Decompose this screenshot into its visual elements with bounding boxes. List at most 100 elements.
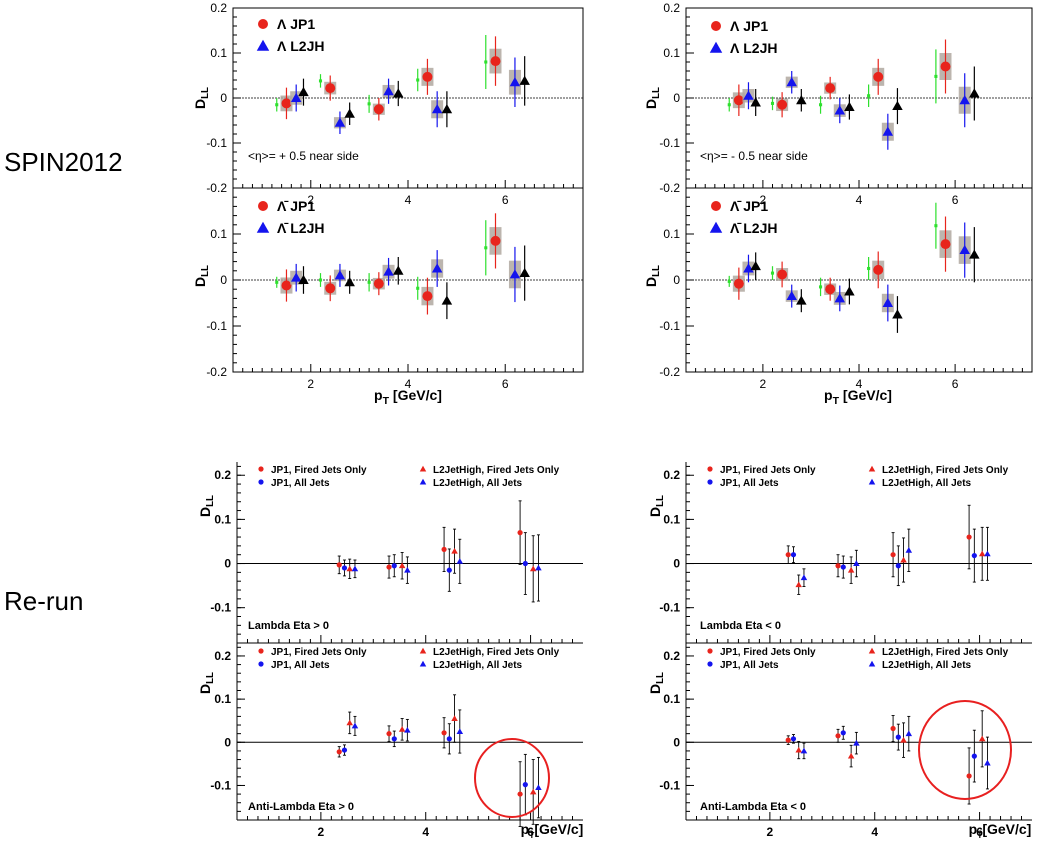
x-tick-label: 2 (307, 377, 314, 391)
series-0 (785, 715, 972, 805)
data-point (750, 260, 761, 271)
data-point (404, 726, 411, 733)
y-tick-label: -0.2 (206, 181, 227, 195)
data-point (451, 547, 458, 554)
panel-annotation: <η>= - 0.5 near side (700, 149, 808, 163)
data-point (984, 550, 991, 557)
data-point (770, 101, 775, 105)
y-tick-label: 0 (673, 273, 680, 287)
data-point (882, 297, 894, 307)
plot-panel-s2 (232, 187, 584, 373)
data-point (847, 566, 855, 573)
data-point (867, 266, 871, 271)
data-point (484, 60, 488, 64)
data-point (934, 74, 938, 78)
plot-panel-r2 (236, 643, 583, 827)
data-point (819, 103, 823, 107)
series-1 (742, 71, 971, 150)
series-3 (298, 56, 530, 128)
data-point (825, 284, 836, 295)
series-3 (800, 526, 991, 587)
x-tick-label: 2 (318, 825, 325, 839)
data-point (383, 86, 394, 96)
data-point (971, 753, 977, 759)
data-point (318, 278, 323, 282)
legend-marker (256, 39, 270, 51)
data-point (835, 733, 841, 739)
series-2 (275, 220, 488, 300)
data-point (441, 104, 453, 114)
data-point (743, 263, 754, 273)
y-tick-label: -0.1 (659, 601, 680, 615)
data-point (966, 534, 972, 540)
data-point (727, 103, 731, 107)
series-3 (351, 709, 542, 819)
data-point (386, 731, 392, 737)
data-point (509, 269, 521, 279)
legend-entry: JP1, All Jets (271, 660, 330, 671)
series-0 (732, 216, 952, 301)
data-point (391, 736, 397, 742)
x-tick-label: 4 (422, 825, 429, 839)
data-point (490, 235, 501, 246)
data-point (743, 90, 754, 100)
data-point (522, 560, 528, 567)
data-point (341, 565, 348, 571)
legend-entry: L2JetHigh, All Jets (433, 660, 523, 671)
data-point (416, 286, 420, 290)
x-tick-label: 6 (527, 825, 534, 839)
data-point (873, 264, 884, 275)
y-tick-label: 0.1 (663, 512, 680, 526)
data-point (456, 558, 464, 564)
legend-entry: JP1, Fired Jets Only (271, 465, 367, 476)
legend-entry: L2JetHigh, Fired Jets Only (433, 465, 560, 476)
data-point (398, 726, 406, 732)
y-axis-label: DLL (643, 265, 662, 287)
legend-marker (258, 648, 264, 654)
data-point (383, 266, 394, 276)
x-axis-label: pT [GeV/c] (374, 387, 442, 407)
data-point (334, 117, 346, 127)
legend-entry: JP1, All Jets (720, 478, 779, 489)
legend-entry: L2JetHigh, All Jets (882, 660, 972, 671)
highlight-circle-left (474, 738, 550, 818)
legend-entry: JP1, Fired Jets Only (271, 647, 367, 658)
data-point (456, 728, 464, 734)
legend-marker (419, 647, 427, 654)
legend-marker (709, 41, 723, 53)
data-point (795, 746, 802, 753)
series-3 (750, 227, 980, 333)
y-tick-label: -0.2 (659, 365, 680, 379)
data-point (959, 244, 970, 255)
data-point (795, 581, 802, 588)
y-tick-label: -0.1 (206, 136, 227, 150)
data-point (393, 88, 404, 98)
data-point (422, 71, 433, 82)
data-point (422, 291, 433, 302)
series-0 (785, 504, 972, 578)
legend-entry: Λ̄ L2JH (277, 220, 324, 236)
y-tick-label: -0.2 (659, 181, 680, 195)
data-point (519, 267, 530, 278)
data-point (484, 246, 488, 250)
data-point (900, 736, 907, 743)
data-point (446, 736, 452, 742)
plot-panel-s4 (685, 187, 1033, 373)
data-point (895, 734, 901, 740)
data-point (777, 99, 788, 110)
y-tick-label: 0.2 (663, 468, 680, 482)
y-tick-label: -0.1 (210, 601, 231, 615)
data-point (796, 295, 807, 305)
y-tick-label: 0 (220, 273, 227, 287)
legend-marker (419, 660, 427, 667)
data-point (895, 563, 901, 569)
series-3 (800, 715, 991, 790)
data-point (281, 280, 292, 291)
data-point (853, 560, 860, 566)
data-point (441, 295, 453, 305)
data-point (341, 747, 348, 753)
data-point (451, 715, 458, 721)
y-tick-label: 0.1 (663, 692, 680, 706)
x-tick-label: 6 (502, 193, 509, 207)
